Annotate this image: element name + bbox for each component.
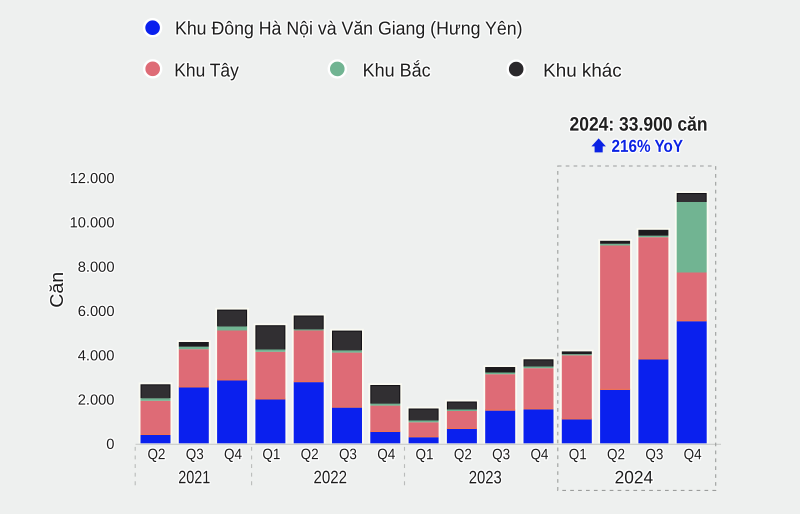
svg-text:4.000: 4.000 <box>78 348 115 364</box>
svg-text:Q1: Q1 <box>416 446 434 463</box>
svg-text:Q2: Q2 <box>454 446 472 463</box>
svg-text:Q4: Q4 <box>530 446 548 463</box>
svg-text:Q3: Q3 <box>645 446 663 463</box>
svg-text:10.000: 10.000 <box>70 215 115 231</box>
svg-text:Q2: Q2 <box>147 446 165 463</box>
svg-text:Q2: Q2 <box>301 446 319 463</box>
svg-text:Q3: Q3 <box>492 446 510 463</box>
svg-text:Q1: Q1 <box>569 446 587 463</box>
svg-text:Khu khác: Khu khác <box>543 60 622 81</box>
svg-text:8.000: 8.000 <box>78 260 115 276</box>
svg-text:216% YoY: 216% YoY <box>611 136 683 156</box>
svg-text:Q3: Q3 <box>186 446 204 463</box>
svg-text:Q1: Q1 <box>262 446 280 463</box>
svg-text:Q4: Q4 <box>684 446 702 463</box>
svg-text:Khu Tây: Khu Tây <box>174 59 239 80</box>
svg-text:Q3: Q3 <box>339 446 357 463</box>
svg-text:2022: 2022 <box>313 467 347 487</box>
svg-text:2024: 33.900 căn: 2024: 33.900 căn <box>570 114 708 136</box>
svg-text:6.000: 6.000 <box>78 304 115 320</box>
svg-text:2.000: 2.000 <box>78 393 115 409</box>
svg-text:2024: 2024 <box>615 467 654 487</box>
svg-text:Q2: Q2 <box>607 446 625 463</box>
svg-text:Q4: Q4 <box>224 446 242 463</box>
svg-text:2023: 2023 <box>469 467 502 487</box>
svg-text:Khu Bắc: Khu Bắc <box>363 60 431 81</box>
svg-text:Căn: Căn <box>47 272 67 308</box>
svg-text:12.000: 12.000 <box>70 171 115 187</box>
svg-text:Khu Đông Hà Nội và Văn Giang (: Khu Đông Hà Nội và Văn Giang (Hưng Yên) <box>175 17 523 38</box>
svg-text:2021: 2021 <box>178 467 210 487</box>
svg-text:Q4: Q4 <box>377 446 395 463</box>
svg-text:0: 0 <box>106 437 114 453</box>
